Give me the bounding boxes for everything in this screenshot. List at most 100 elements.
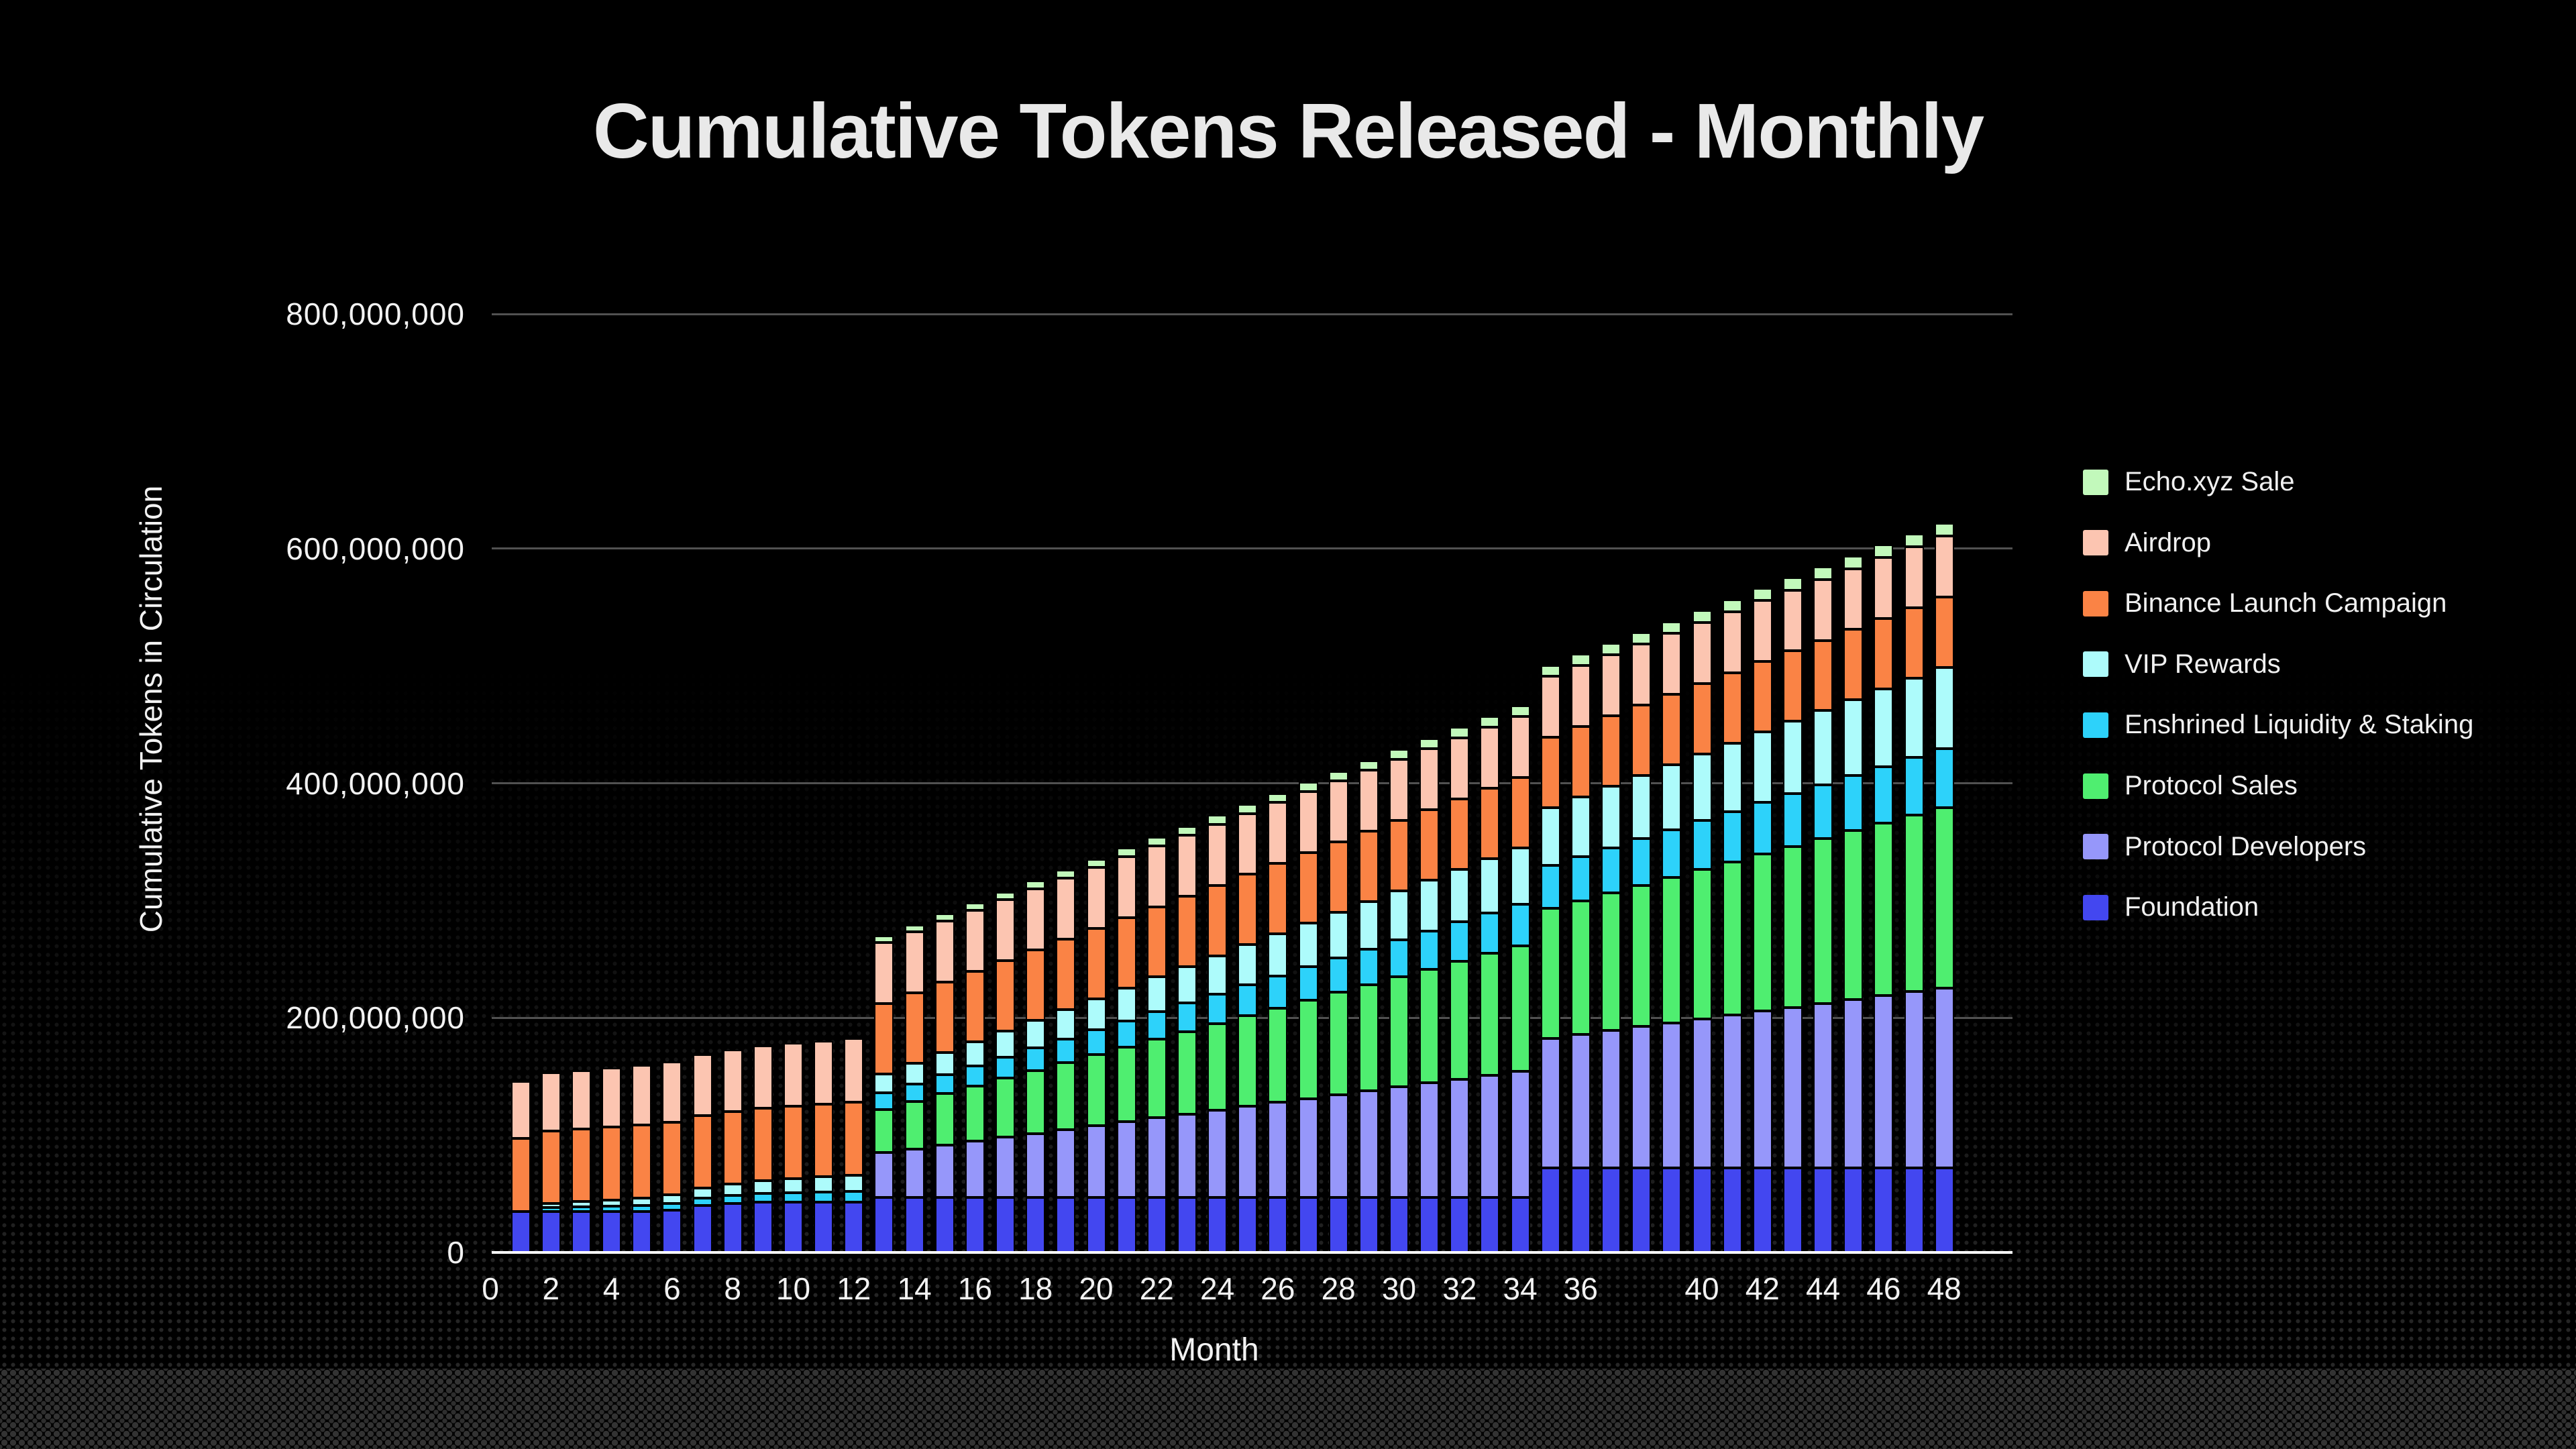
segment-protocol-sales[interactable]: [1056, 1063, 1076, 1130]
segment-foundation[interactable]: [632, 1211, 652, 1252]
segment-foundation[interactable]: [571, 1211, 591, 1252]
segment-protocol-sales[interactable]: [1510, 945, 1530, 1072]
segment-binance-launch-campaign[interactable]: [996, 960, 1016, 1031]
bar-month-22[interactable]: [1146, 837, 1167, 1252]
segment-protocol-developers[interactable]: [934, 1144, 955, 1197]
segment-airdrop[interactable]: [602, 1067, 622, 1128]
segment-airdrop[interactable]: [1056, 878, 1076, 939]
segment-protocol-sales[interactable]: [1238, 1016, 1258, 1107]
segment-airdrop[interactable]: [1782, 590, 1803, 651]
bar-month-17[interactable]: [996, 892, 1016, 1252]
segment-vip-rewards[interactable]: [1934, 667, 1954, 749]
segment-enshrined-liquidity-staking[interactable]: [1631, 839, 1652, 885]
segment-vip-rewards[interactable]: [1843, 700, 1864, 776]
segment-vip-rewards[interactable]: [1480, 858, 1500, 913]
segment-foundation[interactable]: [1389, 1197, 1409, 1252]
segment-binance-launch-campaign[interactable]: [1813, 640, 1833, 711]
segment-airdrop[interactable]: [692, 1054, 712, 1116]
segment-binance-launch-campaign[interactable]: [1480, 788, 1500, 859]
segment-airdrop[interactable]: [1631, 643, 1652, 705]
segment-vip-rewards[interactable]: [753, 1181, 773, 1193]
segment-binance-launch-campaign[interactable]: [541, 1131, 561, 1204]
segment-vip-rewards[interactable]: [934, 1053, 955, 1075]
segment-airdrop[interactable]: [844, 1038, 864, 1103]
segment-enshrined-liquidity-staking[interactable]: [1358, 949, 1379, 985]
segment-vip-rewards[interactable]: [1510, 847, 1530, 904]
segment-protocol-developers[interactable]: [1146, 1118, 1167, 1197]
segment-enshrined-liquidity-staking[interactable]: [1874, 766, 1894, 823]
segment-vip-rewards[interactable]: [1692, 753, 1712, 821]
segment-enshrined-liquidity-staking[interactable]: [1843, 775, 1864, 831]
bar-month-3[interactable]: [571, 1070, 591, 1252]
segment-binance-launch-campaign[interactable]: [571, 1129, 591, 1202]
segment-enshrined-liquidity-staking[interactable]: [1752, 802, 1772, 855]
segment-protocol-sales[interactable]: [1086, 1055, 1106, 1126]
segment-echo-xyz-sale[interactable]: [1146, 837, 1167, 846]
segment-protocol-developers[interactable]: [1056, 1129, 1076, 1197]
segment-vip-rewards[interactable]: [996, 1030, 1016, 1057]
bar-month-9[interactable]: [753, 1046, 773, 1252]
segment-protocol-developers[interactable]: [965, 1141, 985, 1197]
legend-item-binance-launch-campaign[interactable]: Binance Launch Campaign: [2083, 588, 2447, 619]
segment-protocol-developers[interactable]: [1782, 1007, 1803, 1169]
segment-echo-xyz-sale[interactable]: [1631, 632, 1652, 644]
segment-vip-rewards[interactable]: [1662, 764, 1682, 830]
bar-month-16[interactable]: [965, 902, 985, 1252]
segment-airdrop[interactable]: [1450, 737, 1470, 799]
segment-airdrop[interactable]: [1570, 665, 1591, 727]
segment-binance-launch-campaign[interactable]: [1570, 726, 1591, 797]
segment-protocol-sales[interactable]: [1177, 1031, 1197, 1114]
bar-month-29[interactable]: [1358, 760, 1379, 1252]
segment-protocol-sales[interactable]: [904, 1102, 924, 1149]
segment-echo-xyz-sale[interactable]: [1510, 706, 1530, 717]
segment-protocol-developers[interactable]: [1904, 991, 1924, 1169]
segment-echo-xyz-sale[interactable]: [1328, 771, 1348, 782]
segment-airdrop[interactable]: [1238, 813, 1258, 875]
bar-month-48[interactable]: [1934, 523, 1954, 1252]
segment-protocol-sales[interactable]: [1662, 877, 1682, 1023]
segment-foundation[interactable]: [602, 1211, 622, 1252]
bar-month-28[interactable]: [1328, 771, 1348, 1252]
segment-protocol-sales[interactable]: [1358, 984, 1379, 1091]
bar-month-21[interactable]: [1116, 848, 1136, 1252]
segment-enshrined-liquidity-staking[interactable]: [1389, 940, 1409, 977]
segment-echo-xyz-sale[interactable]: [1874, 545, 1894, 558]
segment-vip-rewards[interactable]: [1146, 977, 1167, 1012]
segment-airdrop[interactable]: [904, 932, 924, 994]
segment-enshrined-liquidity-staking[interactable]: [904, 1083, 924, 1102]
segment-protocol-developers[interactable]: [1419, 1083, 1440, 1197]
segment-protocol-developers[interactable]: [1086, 1125, 1106, 1197]
segment-foundation[interactable]: [1813, 1168, 1833, 1252]
segment-protocol-developers[interactable]: [1298, 1098, 1318, 1197]
segment-echo-xyz-sale[interactable]: [1086, 859, 1106, 867]
bar-month-30[interactable]: [1389, 749, 1409, 1252]
bar-month-14[interactable]: [904, 924, 924, 1252]
segment-enshrined-liquidity-staking[interactable]: [753, 1193, 773, 1202]
segment-vip-rewards[interactable]: [1208, 955, 1228, 994]
segment-foundation[interactable]: [1238, 1197, 1258, 1252]
segment-echo-xyz-sale[interactable]: [1540, 665, 1560, 677]
segment-echo-xyz-sale[interactable]: [1116, 848, 1136, 857]
bar-month-35[interactable]: [1540, 665, 1560, 1252]
bar-month-12[interactable]: [844, 1038, 864, 1252]
segment-protocol-developers[interactable]: [1116, 1122, 1136, 1197]
segment-binance-launch-campaign[interactable]: [965, 971, 985, 1042]
segment-protocol-developers[interactable]: [1662, 1022, 1682, 1169]
segment-enshrined-liquidity-staking[interactable]: [632, 1205, 652, 1212]
segment-airdrop[interactable]: [1874, 557, 1894, 619]
segment-enshrined-liquidity-staking[interactable]: [602, 1205, 622, 1212]
segment-enshrined-liquidity-staking[interactable]: [1056, 1038, 1076, 1063]
legend-item-airdrop[interactable]: Airdrop: [2083, 528, 2211, 558]
segment-binance-launch-campaign[interactable]: [1116, 917, 1136, 988]
segment-enshrined-liquidity-staking[interactable]: [722, 1195, 743, 1203]
segment-vip-rewards[interactable]: [1904, 678, 1924, 758]
segment-protocol-sales[interactable]: [1843, 830, 1864, 1000]
segment-binance-launch-campaign[interactable]: [1358, 831, 1379, 902]
segment-binance-launch-campaign[interactable]: [1056, 938, 1076, 1010]
bar-month-7[interactable]: [692, 1054, 712, 1252]
segment-vip-rewards[interactable]: [1328, 912, 1348, 959]
segment-protocol-sales[interactable]: [1328, 992, 1348, 1095]
segment-echo-xyz-sale[interactable]: [1813, 567, 1833, 580]
segment-vip-rewards[interactable]: [1722, 743, 1742, 812]
segment-protocol-sales[interactable]: [1116, 1046, 1136, 1122]
